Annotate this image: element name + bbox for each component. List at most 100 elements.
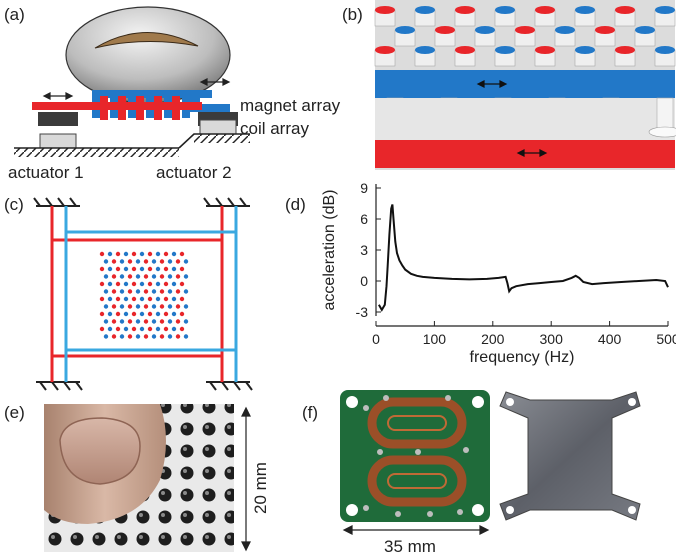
pin xyxy=(494,46,516,67)
magnet-dot xyxy=(175,259,181,264)
x-tick-label: 400 xyxy=(598,331,622,347)
magnet-array-label: magnet array xyxy=(240,96,341,115)
magnet-dot xyxy=(143,289,149,294)
pin xyxy=(594,26,616,47)
magnet-dot xyxy=(167,334,173,339)
magnet-dot xyxy=(119,334,125,339)
y-tick-label: 0 xyxy=(360,273,368,289)
magnet-dot xyxy=(103,289,109,294)
magnet-dot xyxy=(147,266,153,272)
magnet-dot xyxy=(107,326,113,332)
magnet-dot xyxy=(123,296,129,302)
magnet-dot xyxy=(115,311,121,317)
magnet-dot xyxy=(175,274,181,279)
magnet-dot xyxy=(151,259,157,264)
coil-pcb-photo xyxy=(340,390,490,522)
magnet-dot xyxy=(179,266,185,272)
magnet-dot xyxy=(175,289,181,294)
magnet-dot xyxy=(183,304,189,309)
magnet-dot xyxy=(171,311,177,317)
actuator-2-label: actuator 2 xyxy=(156,163,232,182)
magnet-dot xyxy=(159,259,165,264)
magnet-dot xyxy=(159,304,165,309)
magnet-dot xyxy=(107,266,113,272)
pin xyxy=(414,6,436,27)
pin xyxy=(574,6,596,27)
magnet-dot xyxy=(131,326,137,332)
magnet-dot xyxy=(139,311,145,317)
magnet-dot xyxy=(99,311,105,317)
y-axis-label: acceleration (dB) xyxy=(321,190,338,311)
coil-block-left xyxy=(38,112,78,126)
magnet-dot xyxy=(151,319,157,324)
dimension-arrow-e xyxy=(241,406,251,552)
magnet-dot xyxy=(159,334,165,339)
magnet-dot xyxy=(171,281,177,287)
red-array-diagram xyxy=(32,96,202,120)
magnet-dot xyxy=(183,274,189,279)
magnet-dot xyxy=(107,251,113,257)
pin xyxy=(514,26,536,47)
pin xyxy=(454,6,476,27)
magnet-dot xyxy=(155,266,161,272)
x-tick-label: 500 xyxy=(656,331,676,347)
magnet-dot xyxy=(163,281,169,287)
anchors xyxy=(33,197,253,391)
pin xyxy=(574,46,596,67)
magnet-dot xyxy=(103,319,109,324)
magnet-dot xyxy=(155,281,161,287)
magnet-dot xyxy=(147,326,153,332)
pin-stem xyxy=(375,97,676,140)
magnet-dot xyxy=(183,319,189,324)
actuator-1-label: actuator 1 xyxy=(8,163,84,182)
magnet-dot xyxy=(107,281,113,287)
magnet-dot xyxy=(99,266,105,272)
pin xyxy=(554,26,576,47)
magnet-dot xyxy=(135,259,141,264)
magnet-dot xyxy=(103,304,109,309)
panel-f-label: (f) xyxy=(302,403,318,422)
magnet-dot xyxy=(127,289,133,294)
pin-grid-bottom xyxy=(375,97,676,140)
magnet-dot xyxy=(139,281,145,287)
x-tick-label: 300 xyxy=(540,331,564,347)
magnet-dot xyxy=(147,281,153,287)
pin xyxy=(534,46,556,67)
pin xyxy=(374,6,396,27)
nail-shape xyxy=(94,32,199,49)
magnet-dot xyxy=(131,296,137,302)
red-frame xyxy=(50,206,224,382)
magnet-dot xyxy=(167,274,173,279)
magnet-dot xyxy=(135,319,141,324)
magnet-dot xyxy=(135,304,141,309)
magnet-dot xyxy=(99,251,105,257)
magnet-dot xyxy=(135,274,141,279)
motion-arrows-a xyxy=(42,78,231,100)
magnet-dot xyxy=(127,274,133,279)
panel-e-label: (e) xyxy=(4,403,25,422)
pin xyxy=(494,6,516,27)
red-plate xyxy=(375,140,675,168)
dome-shape xyxy=(65,6,231,104)
magnet-dot xyxy=(99,281,105,287)
magnet-dot xyxy=(139,251,145,257)
magnet-dot xyxy=(135,289,141,294)
panel-c-label: (c) xyxy=(4,195,24,214)
magnet-dot xyxy=(139,326,145,332)
panel-c: (c) xyxy=(4,195,253,391)
magnet-dot xyxy=(123,326,129,332)
blue-plate xyxy=(375,70,675,98)
magnet-dot xyxy=(167,319,173,324)
magnet-dot xyxy=(115,296,121,302)
magnet-dot xyxy=(171,266,177,272)
magnet-dot xyxy=(123,266,129,272)
magnet-dot xyxy=(119,274,125,279)
magnet-dot xyxy=(179,326,185,332)
magnet-dot xyxy=(131,281,137,287)
magnet-dot xyxy=(151,334,157,339)
magnet-dot xyxy=(167,289,173,294)
magnet-dot xyxy=(179,251,185,257)
magnet-dot xyxy=(143,319,149,324)
magnet-dot xyxy=(119,259,125,264)
